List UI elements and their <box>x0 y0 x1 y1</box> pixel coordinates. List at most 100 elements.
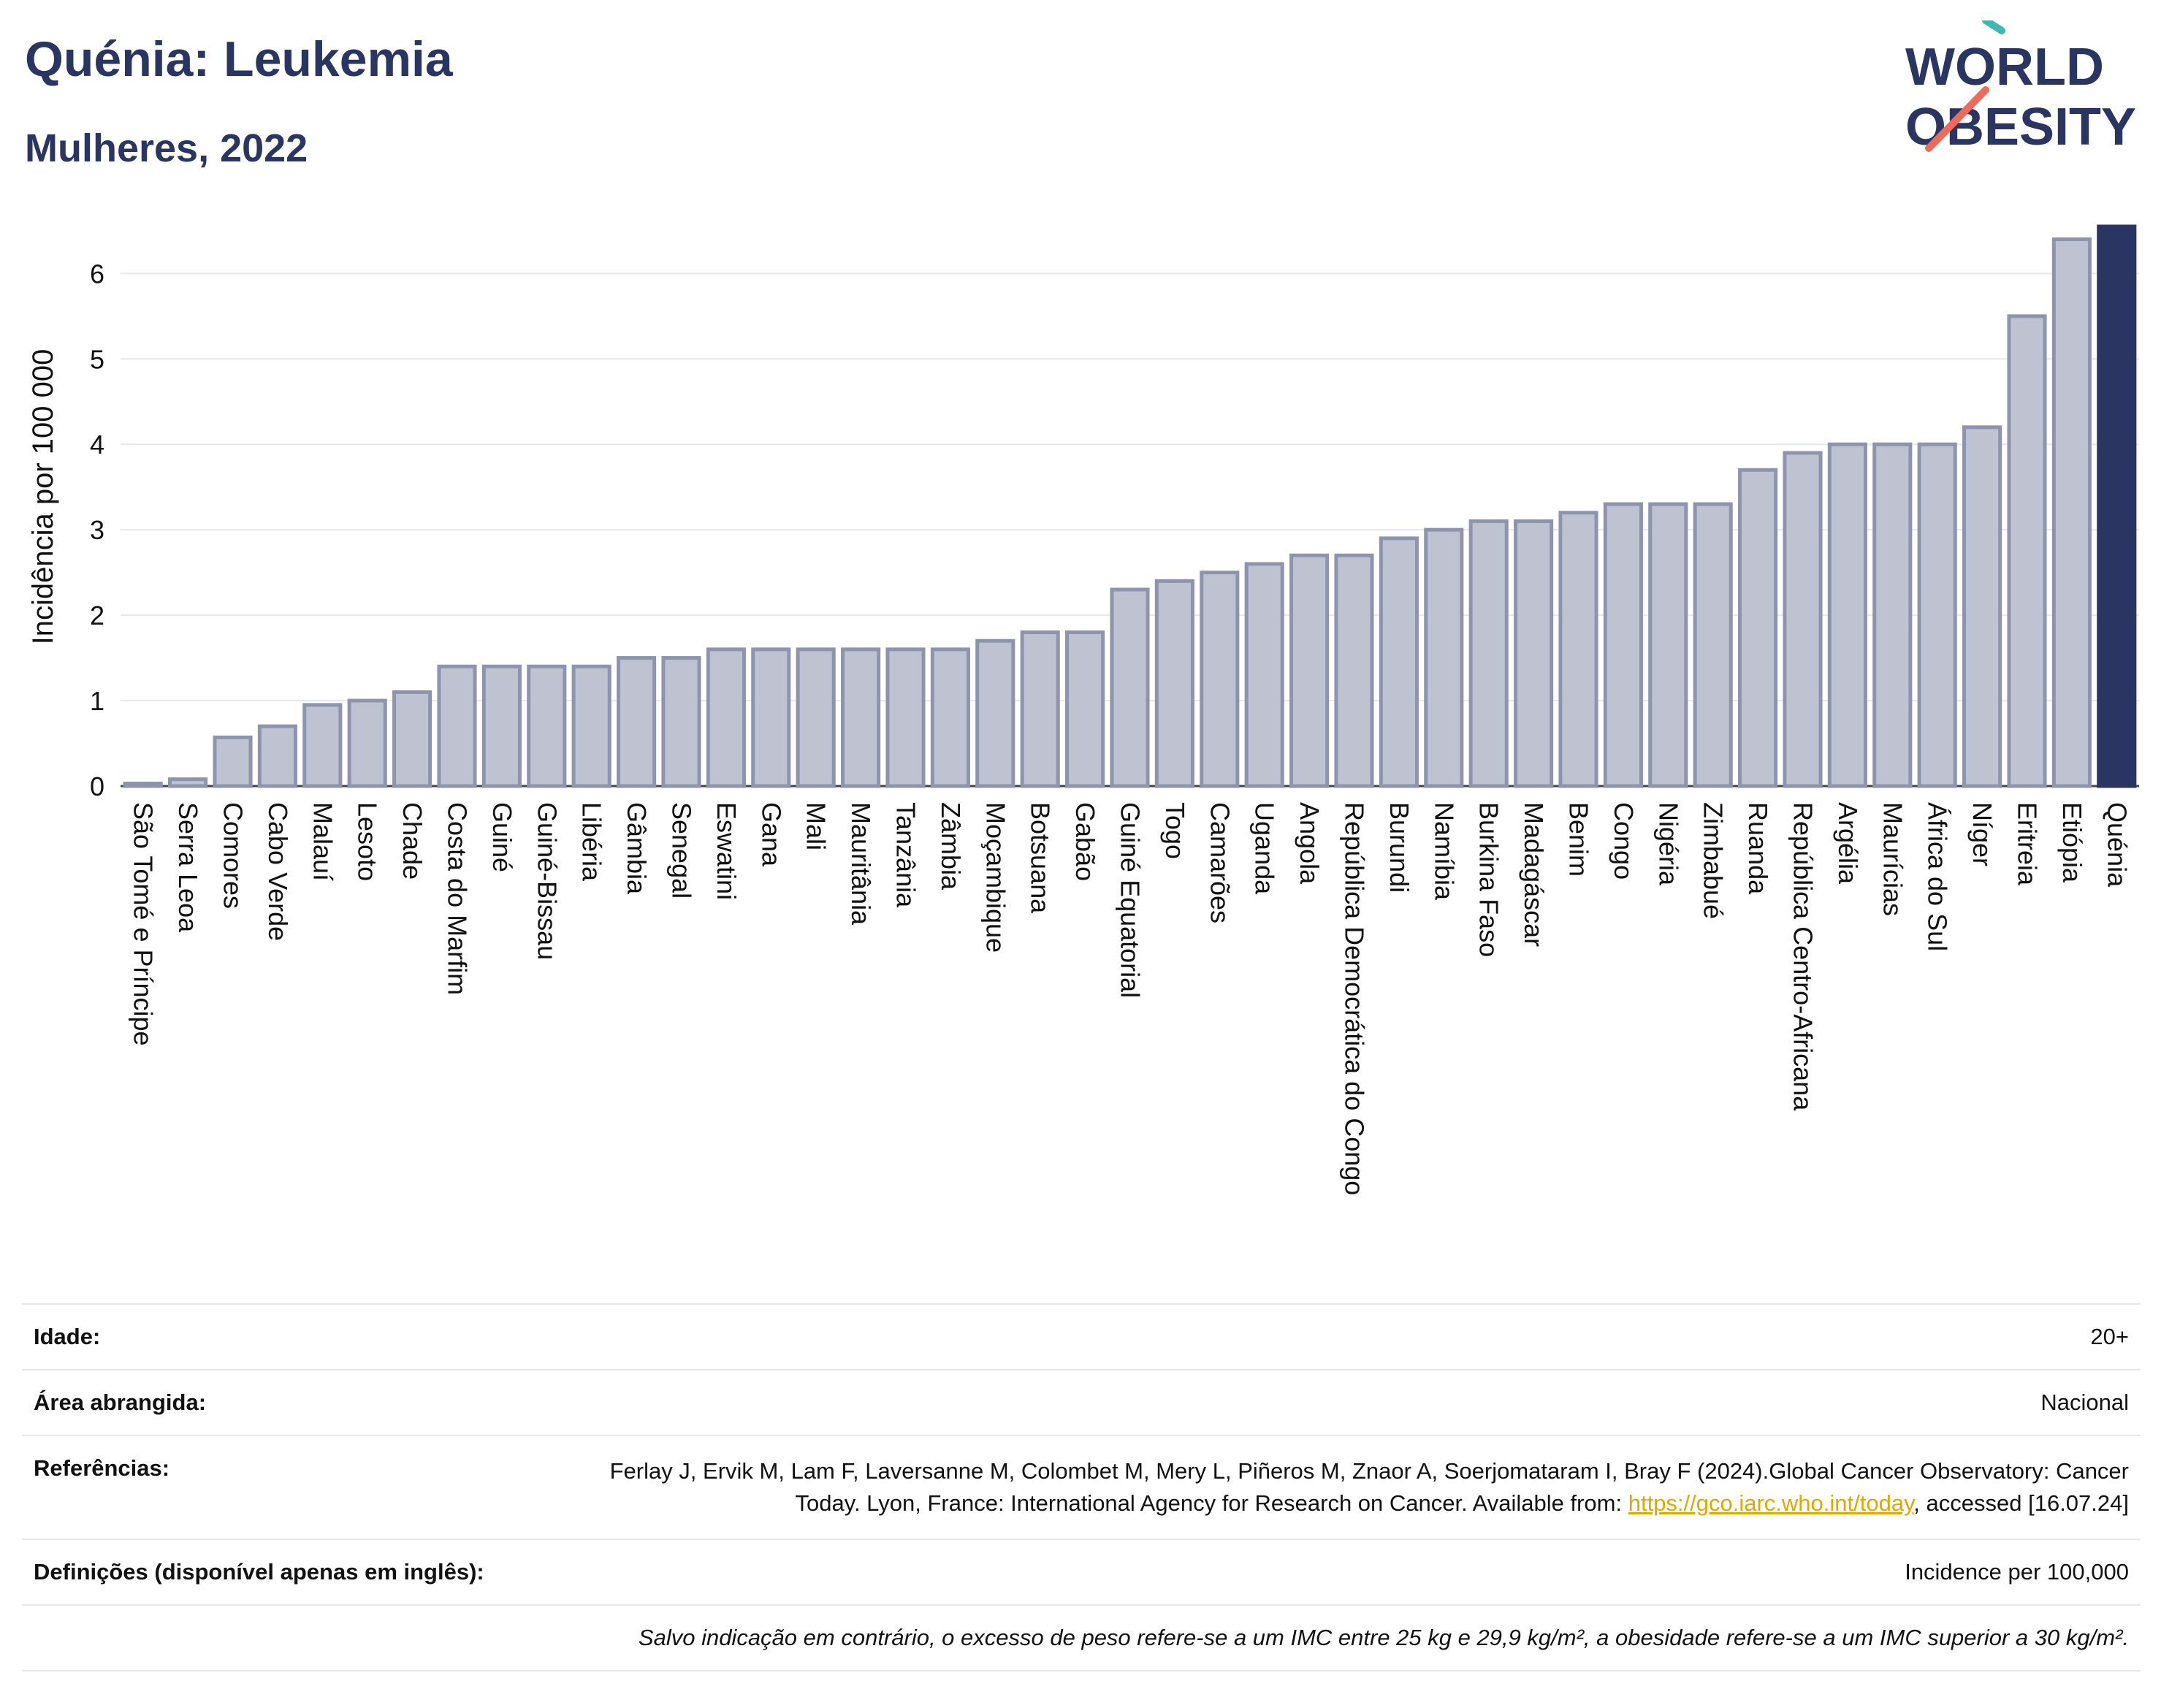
x-tick-label: Guiné Equatorial <box>1116 802 1146 998</box>
page-title: Quénia: Leukemia <box>25 31 453 87</box>
bar <box>975 638 1015 788</box>
y-tick-label: 3 <box>90 515 104 545</box>
x-tick-label: Etiópia <box>2057 802 2087 883</box>
bar <box>1289 553 1330 788</box>
x-tick-label: Congo <box>1609 802 1639 880</box>
x-tick-label: Guiné <box>487 802 517 872</box>
x-tick-label: Nigéria <box>1653 802 1683 886</box>
bar <box>1468 519 1509 788</box>
bar <box>617 656 657 788</box>
x-tick-label: Eswatini <box>712 802 742 900</box>
bar <box>1424 527 1464 788</box>
bar <box>2007 314 2047 788</box>
info-row-definitions: Definições (disponível apenas em inglês)… <box>22 1539 2141 1604</box>
x-tick-label: Chade <box>397 802 427 880</box>
x-tick-label: Zâmbia <box>936 802 966 891</box>
bar <box>1020 630 1060 788</box>
y-axis-label: Incidência por 100 000 <box>27 349 59 645</box>
bar <box>1200 571 1240 788</box>
bar <box>796 647 836 788</box>
x-tick-label: Cabo Verde <box>263 802 293 941</box>
x-tick-label: Madagáscar <box>1519 802 1549 947</box>
info-row-references: Referências: Ferlay J, Ervik M, Lam F, L… <box>22 1435 2141 1539</box>
bar <box>213 735 253 788</box>
x-tick-label: Angola <box>1295 802 1325 885</box>
bar <box>751 647 791 788</box>
x-tick-label: Mali <box>801 802 831 850</box>
bar <box>302 703 343 788</box>
bar <box>1738 468 1778 788</box>
references-value: Ferlay J, Ervik M, Lam F, Laversanne M, … <box>609 1455 2129 1520</box>
x-tick-label: Tanzânia <box>891 802 921 908</box>
bar <box>1110 587 1150 788</box>
x-tick-label: Benim <box>1564 802 1594 877</box>
bar-chart: 0 1 2 3 4 5 6 São Tomé e Príncipe Serra Leoa Com… <box>27 224 2139 1195</box>
x-tick-label: Guiné-Bissau <box>532 802 562 960</box>
area-label: Área abrangida: <box>34 1389 207 1415</box>
footnote-text: Salvo indicação em contrário, o excesso … <box>638 1625 2129 1650</box>
x-tick-label: Libéria <box>577 802 607 882</box>
bar <box>437 664 477 788</box>
bar <box>481 664 522 788</box>
info-row-age: Idade: 20+ <box>22 1303 2141 1369</box>
x-tick-label: Ruanda <box>1743 802 1773 895</box>
y-tick-label: 6 <box>90 259 104 289</box>
bar <box>885 647 926 788</box>
logo-line2: OBESITY <box>1905 98 2136 156</box>
age-label: Idade: <box>34 1324 101 1349</box>
info-row-area: Área abrangida: Nacional <box>22 1369 2141 1435</box>
x-tick-label: República Centro-Africana <box>1788 802 1818 1111</box>
x-tick-label: Zimbabué <box>1699 802 1729 919</box>
bar <box>1334 553 1374 788</box>
x-tick-label: Maurícias <box>1878 802 1907 916</box>
info-table: Idade: 20+ Área abrangida: Nacional Refe… <box>22 1303 2141 1671</box>
x-tick-label: Botsuana <box>1026 802 1056 914</box>
bar <box>706 647 746 788</box>
bar <box>347 698 387 788</box>
x-tick-label: Quénia <box>2102 802 2132 888</box>
y-tick-label: 1 <box>90 686 104 716</box>
x-tick-label: África do Sul <box>1923 802 1953 951</box>
x-tick-label: Mauritânia <box>846 802 876 926</box>
bar <box>168 777 208 788</box>
bar-highlight <box>2097 224 2137 788</box>
references-link[interactable]: https://gco.iarc.who.int/today <box>1628 1490 1914 1516</box>
x-tick-label: Comores <box>218 802 248 909</box>
area-value: Nacional <box>2040 1389 2129 1415</box>
x-tick-label: Uganda <box>1250 802 1280 895</box>
x-tick-label: Gabão <box>1070 802 1100 881</box>
x-tick-label: Argélia <box>1833 802 1863 885</box>
bar <box>1693 502 1733 788</box>
y-tick-label: 4 <box>90 430 104 460</box>
bar <box>1827 442 1867 788</box>
x-tick-label: Costa do Marfim <box>443 802 473 995</box>
age-value: 20+ <box>2090 1324 2129 1349</box>
bar <box>1962 425 2002 788</box>
bar <box>571 664 611 788</box>
x-tick-label: Namíbia <box>1429 802 1459 901</box>
bar <box>1065 630 1105 788</box>
logo-line1: WORLD <box>1905 38 2104 96</box>
definitions-value: Incidence per 100,000 <box>1905 1559 2129 1585</box>
bar <box>1514 519 1554 788</box>
info-row-footnote: Salvo indicação em contrário, o excesso … <box>22 1604 2141 1671</box>
bar <box>392 690 432 788</box>
bar <box>2051 237 2092 788</box>
x-tick-label: Moçambique <box>980 802 1010 953</box>
x-tick-label: Senegal <box>667 802 697 899</box>
bar <box>1603 502 1643 788</box>
bar <box>841 647 881 788</box>
x-tick-label: Gâmbia <box>622 802 652 895</box>
x-tick-label: Níger <box>1967 802 1997 866</box>
x-tick-label: Malauí <box>308 802 338 881</box>
references-label: Referências: <box>34 1455 170 1481</box>
x-tick-label: Gana <box>756 802 786 867</box>
x-tick-label: República Democrática do Congo <box>1340 802 1370 1195</box>
bar <box>1648 502 1688 788</box>
x-tick-label: Burkina Faso <box>1474 802 1504 957</box>
bar <box>257 724 297 788</box>
world-obesity-logo: WORLD OBESITY <box>1905 20 2136 156</box>
bar <box>1872 442 1913 788</box>
x-tick-label: São Tomé e Príncipe <box>129 802 159 1046</box>
bar <box>1379 536 1419 788</box>
